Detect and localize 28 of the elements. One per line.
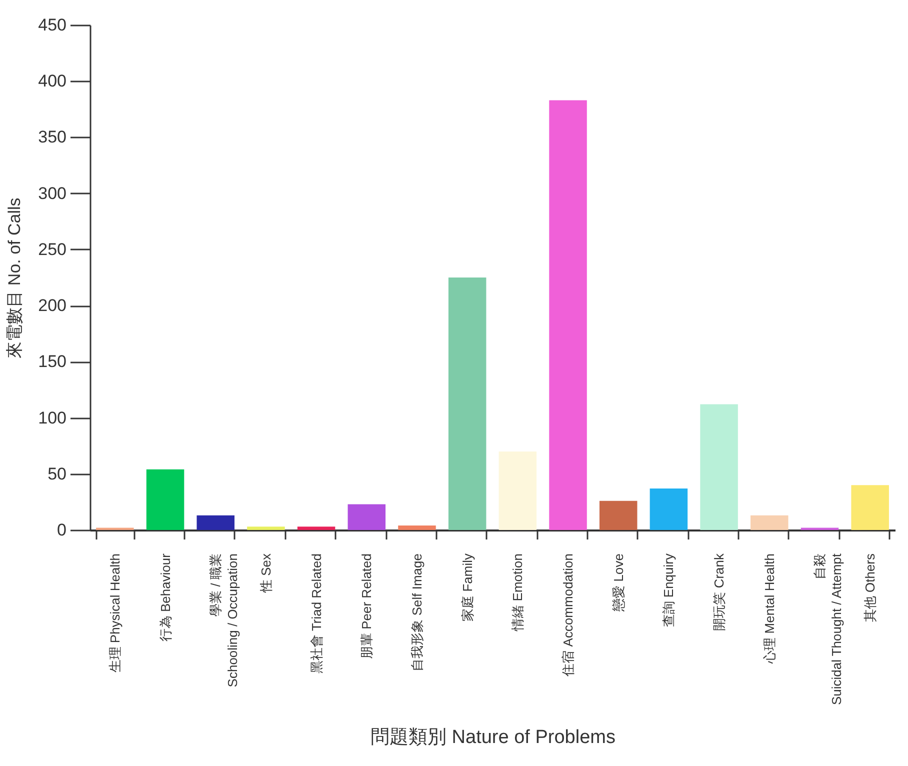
y-tick-label: 300 [38,184,66,203]
x-tick-label: 行為 Behaviour [158,552,173,642]
x-tick-label: 自我形象 Self Image [409,554,424,672]
x-tick-label: 情緒 Emotion [510,554,526,632]
y-tick-label: 450 [38,16,66,34]
x-tick-label: 住宿 Accommodation [560,554,576,678]
x-tick-label: 學業 / 職業 Schooling / Occupation [208,554,240,688]
y-tick-label: 250 [38,240,66,259]
x-tick-label: 性 Sex [258,553,274,594]
x-tick-label: 心理 Mental Health [762,554,777,664]
y-tick-label: 350 [38,128,66,147]
y-tick-label: 400 [38,72,66,91]
x-tick-label: 朋輩 Peer Related [359,554,374,659]
x-tick-label: 查詢 Enquiry [661,553,676,628]
x-tick-label: 家庭 Family [460,553,475,622]
y-tick-label: 200 [38,296,66,316]
x-tick-label: 開玩笑 Crank [712,553,727,631]
y-tick-label: 100 [38,408,66,428]
x-axis-title: 問題類別 Nature of Problems [370,726,616,748]
x-tick-label: 生理 Physical Health [107,554,122,673]
x-tick-label: 自殺 Suicidal Thought / Attempt [812,553,844,706]
x-tick-label: 其他 Others [862,553,878,622]
y-tick-label: 50 [48,464,66,484]
y-tick-label: 0 [57,520,66,540]
x-tick-label: 戀愛 Love [610,554,626,612]
y-tick-label: 150 [38,352,66,372]
y-axis-title: 來電數目 No. of Calls [5,198,24,358]
x-tick-label: 黑社會 Triad Related [308,554,324,674]
